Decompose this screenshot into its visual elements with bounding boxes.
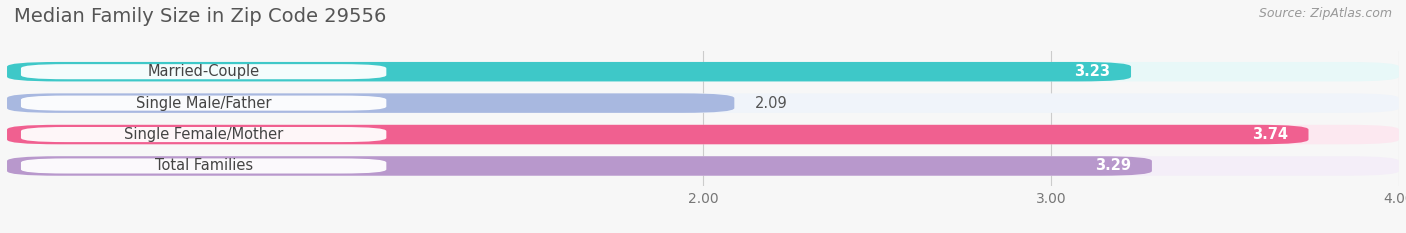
FancyBboxPatch shape [7,156,1399,176]
Text: Median Family Size in Zip Code 29556: Median Family Size in Zip Code 29556 [14,7,387,26]
Text: Single Male/Father: Single Male/Father [136,96,271,111]
Text: Total Families: Total Families [155,158,253,174]
FancyBboxPatch shape [7,62,1130,81]
FancyBboxPatch shape [21,96,387,111]
Text: Single Female/Mother: Single Female/Mother [124,127,283,142]
Text: 3.29: 3.29 [1095,158,1130,174]
FancyBboxPatch shape [7,156,1152,176]
FancyBboxPatch shape [7,125,1399,144]
FancyBboxPatch shape [21,127,387,142]
FancyBboxPatch shape [21,158,387,174]
FancyBboxPatch shape [7,125,1309,144]
FancyBboxPatch shape [21,64,387,79]
FancyBboxPatch shape [7,93,1399,113]
Text: 2.09: 2.09 [755,96,787,111]
Text: Source: ZipAtlas.com: Source: ZipAtlas.com [1258,7,1392,20]
Text: Married-Couple: Married-Couple [148,64,260,79]
Text: 3.23: 3.23 [1074,64,1111,79]
FancyBboxPatch shape [7,93,734,113]
FancyBboxPatch shape [7,62,1399,81]
Text: 3.74: 3.74 [1251,127,1288,142]
